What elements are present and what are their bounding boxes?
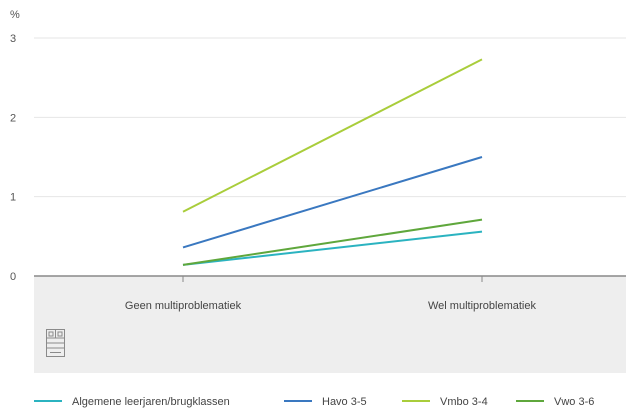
grid-lines xyxy=(34,37,626,198)
series-line xyxy=(182,230,483,266)
y-axis-label: % xyxy=(10,9,20,21)
series-line xyxy=(182,156,483,249)
series-line xyxy=(182,58,483,213)
y-tick-label: 1 xyxy=(10,192,16,204)
x-tick-label: Wel multiproblematiek xyxy=(428,300,537,312)
category-band xyxy=(34,276,626,373)
y-tick-label: 3 xyxy=(10,33,16,45)
legend-label: Havo 3-5 xyxy=(322,396,367,408)
y-tick-label: 2 xyxy=(10,112,16,124)
x-axis-ticks: Geen multiproblematiek Wel multiproblemat… xyxy=(125,276,537,312)
legend: Algemene leerjaren/brugklassen Havo 3-5 Vm… xyxy=(34,396,594,408)
series-line xyxy=(182,218,483,266)
y-tick-label: 0 xyxy=(10,271,16,283)
y-axis-ticks: 0 1 2 3 xyxy=(10,33,16,283)
legend-label: Vwo 3-6 xyxy=(554,396,594,408)
legend-label: Algemene leerjaren/brugklassen xyxy=(72,396,230,408)
x-tick-label: Geen multiproblematiek xyxy=(125,300,242,312)
series-lines xyxy=(182,58,483,266)
building-logo-icon xyxy=(46,329,65,357)
legend-label: Vmbo 3-4 xyxy=(440,396,488,408)
